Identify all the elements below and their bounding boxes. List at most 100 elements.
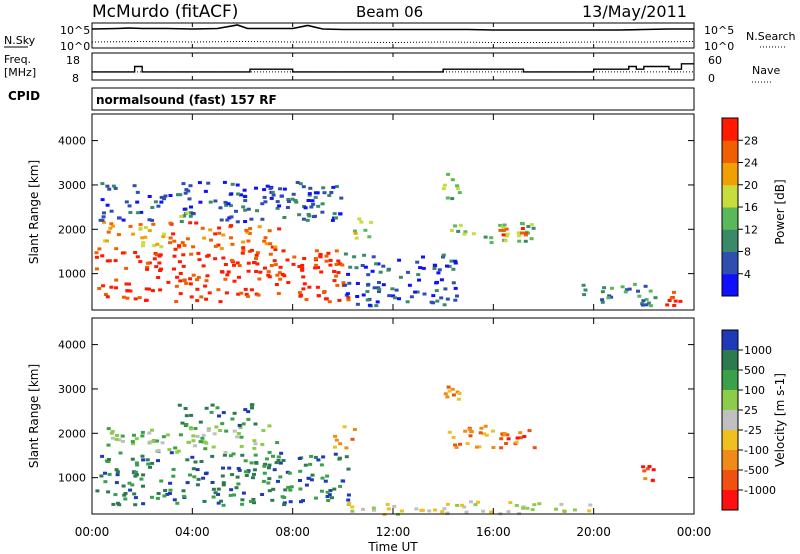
data-cell [230,182,235,186]
data-cell [172,254,177,258]
data-cell [240,502,245,506]
data-cell [377,288,382,291]
data-cell [231,452,236,456]
data-cell [203,284,208,288]
data-cell [323,479,328,483]
data-cell [173,446,178,450]
nave-tick-top: 60 [708,54,722,67]
velocity-colorbar-cells [722,330,738,511]
data-cell [463,230,468,234]
data-cell [447,430,452,434]
data-cell [202,236,207,240]
data-cell [453,443,458,447]
data-cell [270,245,275,249]
data-cell [117,216,122,220]
data-cell [138,260,143,264]
data-cell [193,460,198,464]
y-tick-label: 2000 [58,427,86,440]
data-cell [225,218,230,222]
data-cell [529,223,534,227]
data-cell [474,445,479,449]
time-axis-label: Time UT [367,540,418,554]
data-cell [263,266,267,270]
data-cell [649,304,653,308]
data-cell [366,282,371,286]
data-cell [147,195,152,198]
y-tick-label: 4000 [58,135,86,148]
data-cell [240,453,245,457]
data-cell [363,228,368,232]
data-cell [313,266,318,270]
data-cell [337,298,342,302]
colorbar-cell [722,490,738,511]
data-cell [433,508,437,512]
data-cell [417,278,421,282]
data-cell [271,454,275,458]
data-cell [453,298,458,302]
data-cell [262,239,267,243]
data-cell [219,218,224,222]
x-tick-label: 00:00 [75,525,110,539]
data-cell [525,506,530,510]
data-cell [175,450,180,454]
data-cell [163,194,168,198]
data-cell [260,493,265,496]
x-tick-label: 20:00 [576,525,611,539]
data-cell [453,224,458,228]
data-cell [305,218,310,222]
data-cell [502,223,507,227]
data-cell [439,278,444,282]
data-cell [517,234,522,238]
data-cell [244,292,249,296]
data-cell [107,472,112,476]
data-cell [177,244,181,248]
data-cell [253,422,258,426]
colorbar-tick-label: 28 [744,134,758,147]
data-cell [224,203,229,207]
data-cell [515,436,520,440]
data-cell [455,294,459,298]
data-cell [353,231,358,235]
data-cell [335,283,340,287]
data-cell [298,479,302,482]
noise-right-tick-top: 10^5 [704,24,734,37]
data-cell [267,229,272,233]
data-cell [499,437,504,441]
data-cell [559,502,564,506]
data-cell [237,423,242,427]
data-cell [244,228,249,232]
data-cell [204,297,209,301]
y-tick-label: 1000 [58,268,86,281]
data-cell [346,296,351,300]
data-cell [210,403,215,407]
data-cell [277,227,282,231]
data-cell [109,222,114,226]
data-cell [645,467,650,471]
data-cell [203,189,208,193]
data-cell [361,293,366,297]
freq-label: Freq. [4,53,31,66]
data-cell [182,243,187,247]
data-cell [326,251,331,255]
data-cell [275,441,280,445]
data-cell [243,287,248,291]
data-cell [530,508,535,512]
data-cell [172,498,177,502]
data-cell [156,276,161,279]
data-cell [262,471,267,475]
data-cell [454,445,459,449]
data-cell [215,406,220,410]
data-cell [162,494,167,498]
data-cell [290,197,295,201]
data-cell [121,439,125,443]
data-cell [110,436,115,440]
colorbar-cell [722,450,738,471]
data-cell [254,253,259,257]
data-cell [191,245,196,249]
data-cell [439,296,444,300]
data-cell [672,290,676,294]
data-cell [239,291,244,295]
data-cell [377,281,381,284]
colorbar-cell [722,251,738,275]
